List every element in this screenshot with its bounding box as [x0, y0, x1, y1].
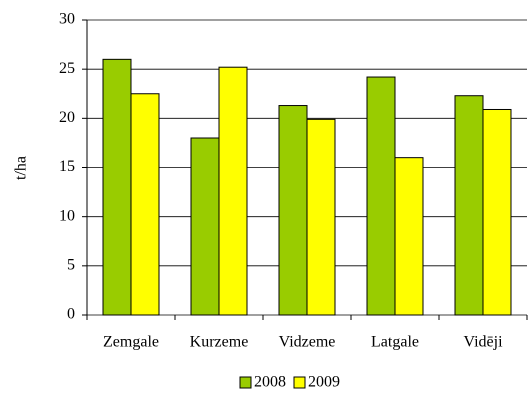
bar [394, 157, 424, 316]
x-tick-label: Zemgale [103, 334, 159, 351]
y-tick-label: 15 [59, 158, 75, 175]
y-tick-label: 0 [67, 306, 75, 323]
x-tick-label: Vidēji [463, 334, 503, 351]
bar [366, 76, 396, 316]
y-tick-label: 5 [67, 257, 75, 274]
bar [218, 66, 248, 316]
y-tick-label: 20 [59, 109, 75, 126]
legend-label: 2009 [308, 374, 340, 391]
legend-swatch [239, 376, 252, 389]
y-tick-label: 10 [59, 207, 75, 224]
bar [306, 118, 336, 316]
legend-label: 2008 [254, 374, 286, 391]
x-tick-label: Vidzeme [279, 334, 336, 351]
legend-swatch [293, 376, 306, 389]
bar [102, 58, 132, 316]
bar [278, 105, 308, 316]
bar [482, 108, 512, 316]
bar [130, 93, 160, 316]
x-tick-label: Kurzeme [190, 334, 249, 351]
y-tick-label: 25 [59, 60, 75, 77]
bar [454, 95, 484, 316]
y-tick-label: 30 [59, 11, 75, 28]
bar [190, 137, 220, 316]
x-tick-label: Latgale [371, 334, 419, 351]
y-axis-title: t/ha [13, 156, 30, 180]
